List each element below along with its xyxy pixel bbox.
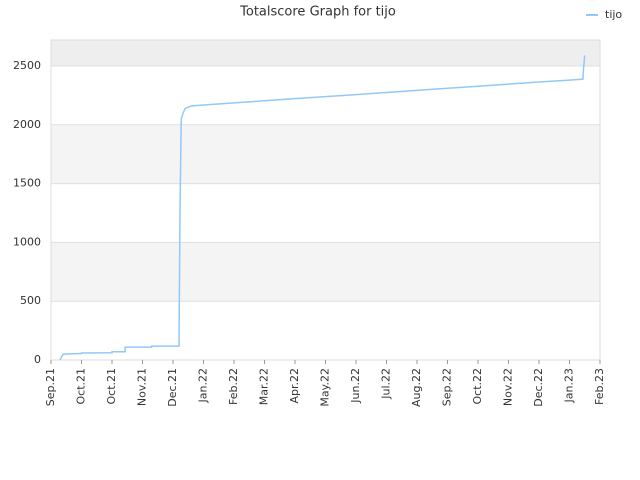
y-tick-label: 2500 xyxy=(13,59,41,72)
x-tick-label: May.22 xyxy=(319,368,332,407)
y-tick-label: 2000 xyxy=(13,118,41,131)
grid-band xyxy=(51,40,600,66)
x-tick-label: Dec.22 xyxy=(532,368,545,407)
legend-label: tijo xyxy=(605,8,622,21)
series-line xyxy=(59,55,586,361)
y-tick-label: 1500 xyxy=(13,177,41,190)
grid-band xyxy=(51,65,600,125)
x-tick-label: Mar.22 xyxy=(258,368,271,405)
y-tick-label: 500 xyxy=(20,294,41,307)
x-tick-label: Aug.22 xyxy=(410,368,423,407)
x-tick-label: Sep.22 xyxy=(441,368,454,406)
grid-band xyxy=(51,124,600,184)
x-tick-label: Apr.22 xyxy=(288,368,301,404)
grid-band xyxy=(51,183,600,243)
grid-band xyxy=(51,242,600,302)
x-tick-label: Jan.23 xyxy=(563,368,576,403)
x-tick-label: Jul.22 xyxy=(380,368,393,400)
x-tick-label: Jan.22 xyxy=(197,368,210,403)
x-tick-label: Sep.21 xyxy=(44,368,57,406)
grid-band xyxy=(51,301,600,360)
x-tick-label: Nov.21 xyxy=(136,368,149,406)
x-tick-label: Nov.22 xyxy=(502,368,515,406)
x-tick-label: Jun.22 xyxy=(349,368,362,404)
chart-title: Totalscore Graph for tijo xyxy=(239,5,396,20)
x-tick-label: Oct.22 xyxy=(471,368,484,405)
x-tick-label: Feb.23 xyxy=(593,368,606,405)
x-tick-label: Dec.21 xyxy=(166,368,179,407)
x-tick-label: Oct.21 xyxy=(105,368,118,405)
y-tick-label: 1000 xyxy=(13,235,41,248)
x-tick-label: Feb.22 xyxy=(227,368,240,405)
y-tick-label: 0 xyxy=(34,353,41,366)
x-tick-label: Oct.21 xyxy=(75,368,88,405)
